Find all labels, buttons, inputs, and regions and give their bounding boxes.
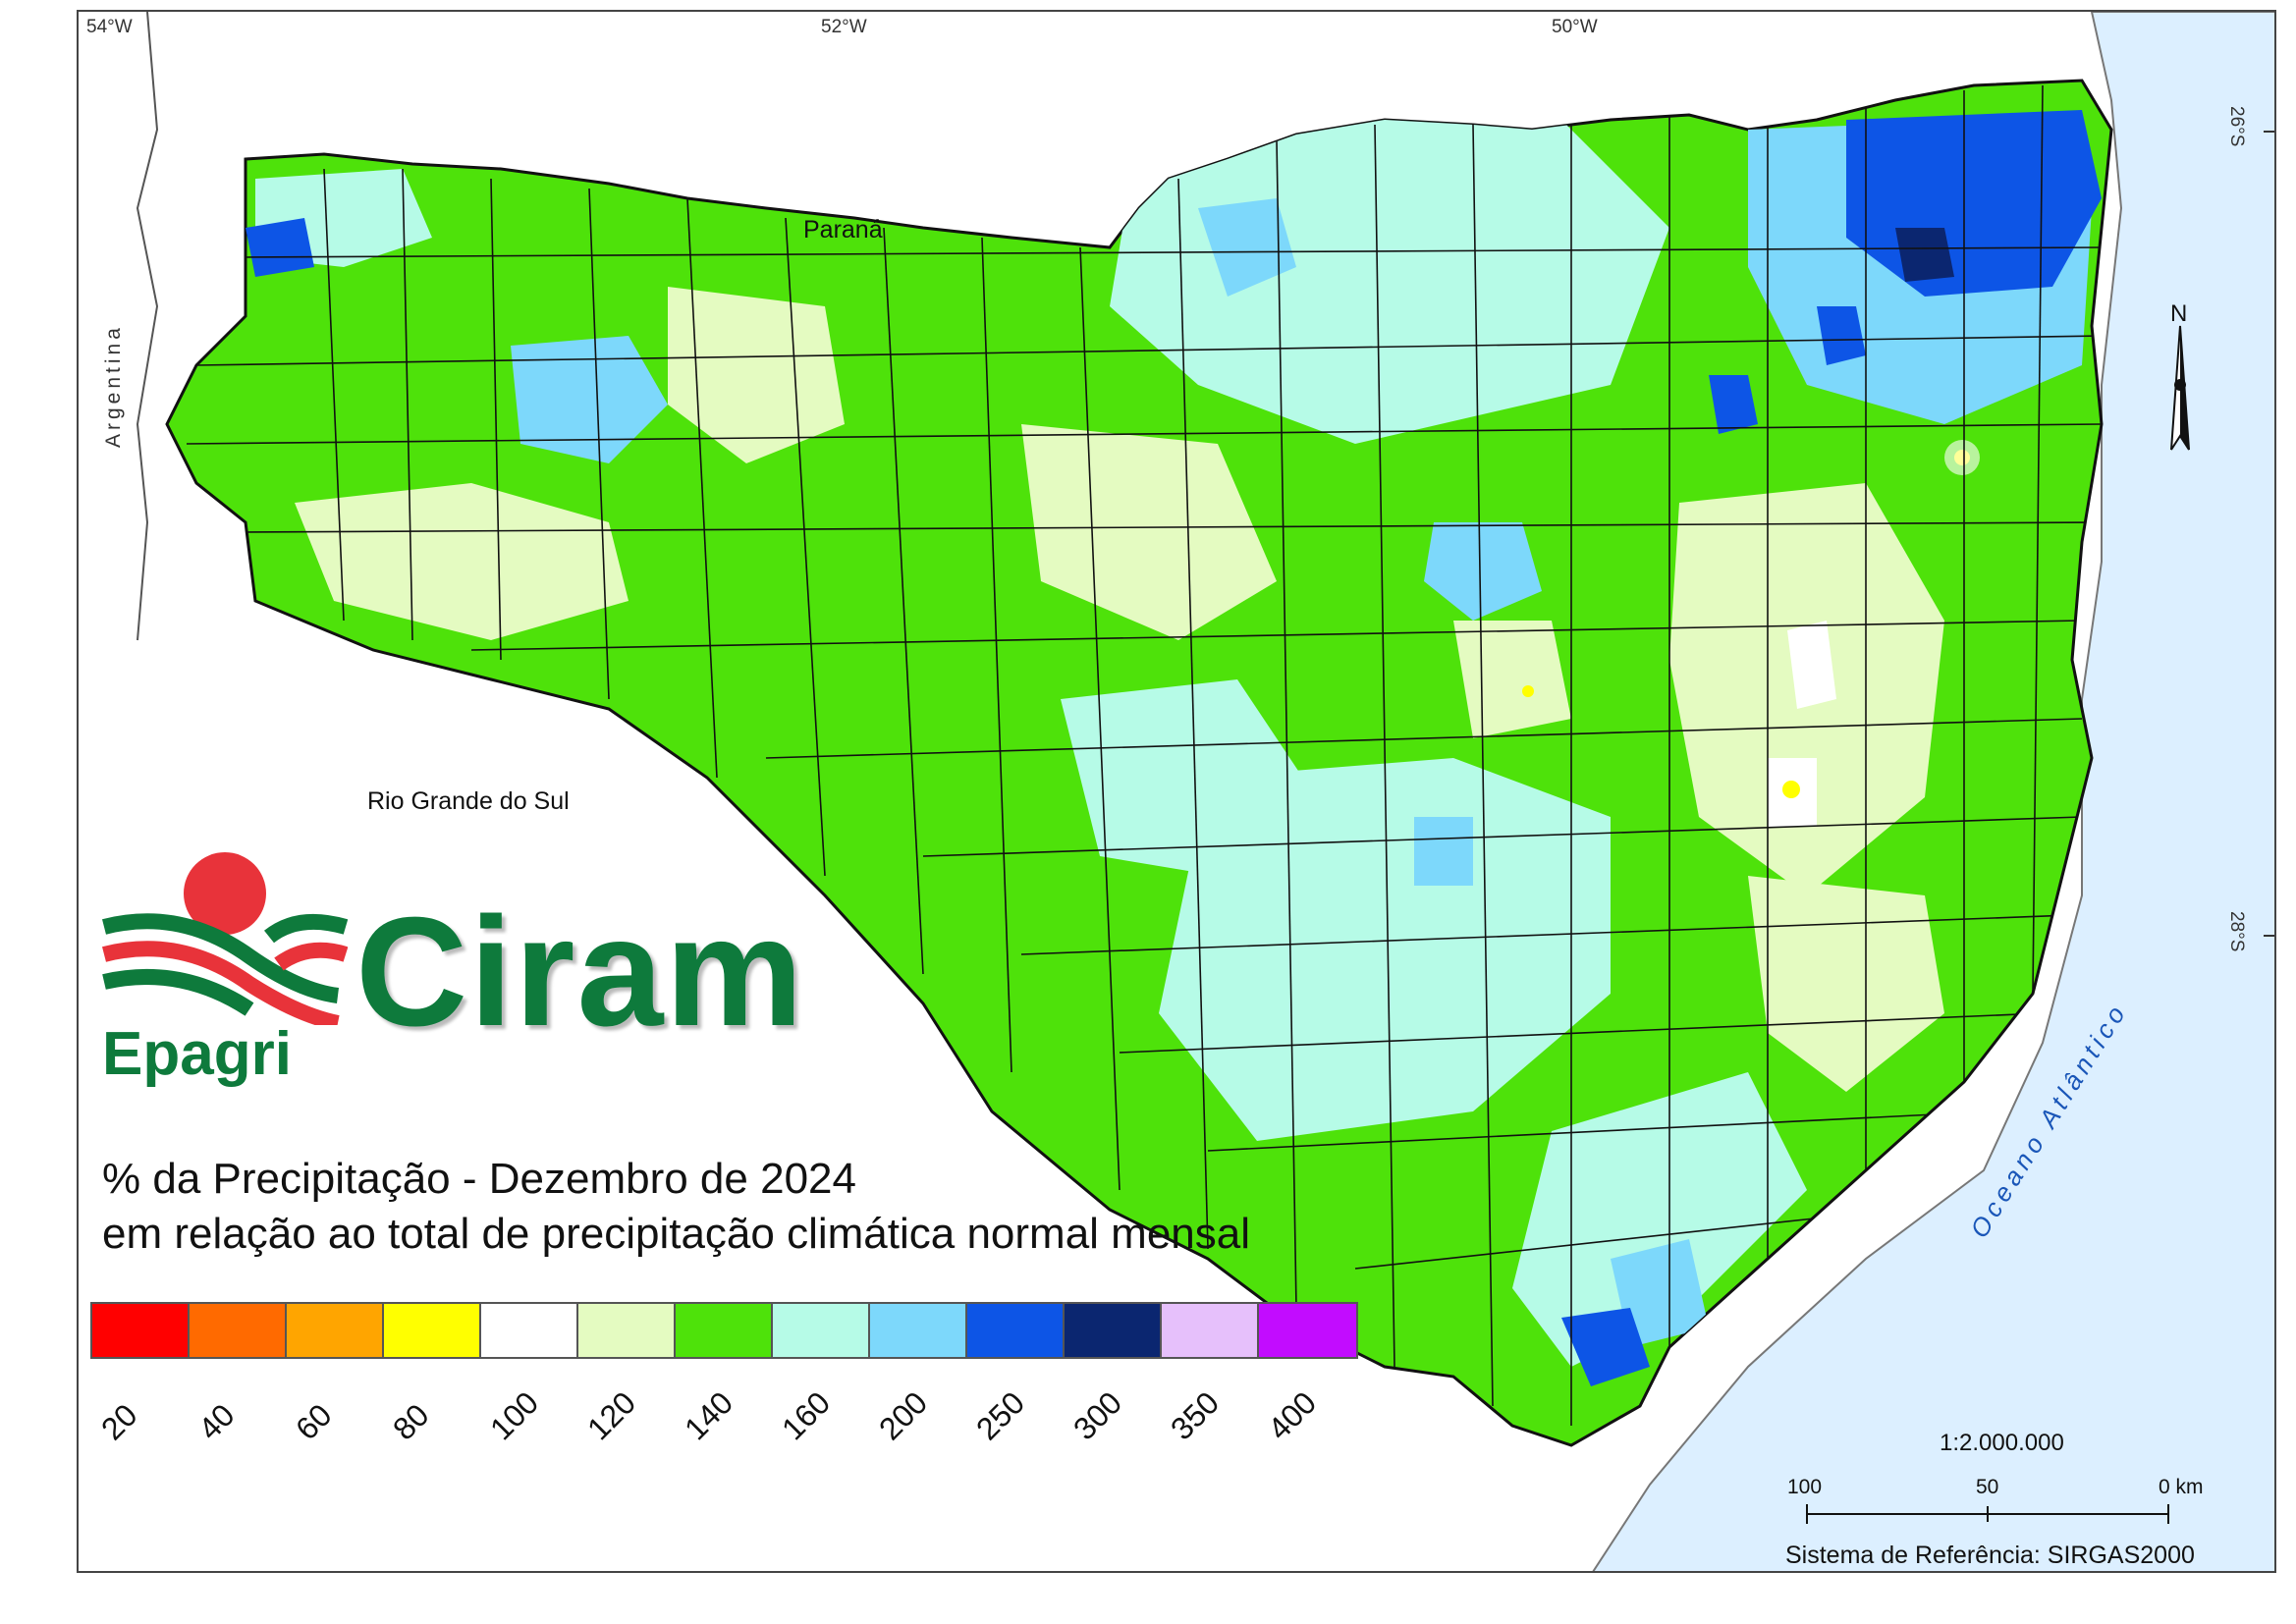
class-250-sw — [1561, 1308, 1650, 1386]
scale-bar — [1806, 1504, 2169, 1524]
class-200-south — [1414, 817, 1473, 886]
legend — [90, 1302, 1358, 1359]
legend-swatch-250 — [967, 1304, 1065, 1357]
legend-swatch-200 — [870, 1304, 967, 1357]
ocean-area — [1592, 12, 2274, 1571]
class-160-sw-coast — [1512, 1072, 1807, 1367]
scale-tick-0: 0 km — [2159, 1476, 2204, 1498]
rio-grande-do-sul-label: Rio Grande do Sul — [367, 787, 570, 815]
class-250-west — [246, 218, 314, 277]
legend-swatch-140 — [676, 1304, 773, 1357]
lat-label-26: 26°S — [2226, 106, 2247, 147]
class-80-spot-center — [1522, 685, 1534, 697]
class-200-north — [1198, 198, 1296, 297]
parana-label: Paraná — [803, 216, 883, 244]
class-250-spot-north — [1709, 375, 1758, 434]
class-80-spot-east — [1782, 781, 1800, 798]
scale-ratio: 1:2.000.000 — [1940, 1430, 2064, 1456]
legend-swatch-160 — [773, 1304, 870, 1357]
legend-swatch-300 — [1065, 1304, 1162, 1357]
class-200-west — [511, 336, 668, 463]
class-120-west-center — [668, 287, 845, 463]
class-200-center — [1424, 522, 1542, 621]
class-120-center — [1021, 424, 1277, 640]
class-120-west — [295, 483, 629, 640]
precipitation-classes — [246, 110, 2102, 1386]
map-title-line2: em relação ao total de precipitação clim… — [102, 1210, 1251, 1258]
class-300-ne-core — [1895, 228, 1954, 282]
argentina-label: Argentina — [102, 324, 125, 448]
lat-label-28: 28°S — [2226, 911, 2247, 952]
argentina-border — [136, 12, 159, 641]
scale-tick-100: 100 — [1787, 1476, 1823, 1498]
class-120-southeast — [1748, 876, 1944, 1092]
class-250-ne-spot — [1817, 306, 1866, 365]
class-100-spot-1 — [1787, 621, 1836, 709]
class-160-mid — [1061, 679, 1316, 876]
legend-swatch-120 — [578, 1304, 676, 1357]
legend-swatch-100 — [481, 1304, 578, 1357]
logo-org-text: Epagri — [102, 1020, 292, 1088]
lon-label-50: 50°W — [1552, 17, 1598, 37]
legend-swatch-20 — [92, 1304, 190, 1357]
scale-tick-50: 50 — [1976, 1476, 1999, 1498]
map-title-line1: % da Precipitação - Dezembro de 2024 — [102, 1155, 856, 1203]
class-160-south — [1159, 758, 1611, 1141]
logo-brand-text: Ciram — [355, 886, 805, 1058]
lon-label-54: 54°W — [86, 17, 133, 37]
map-title: % da Precipitação - Dezembro de 2024 em … — [102, 1152, 1250, 1262]
legend-swatch-60 — [287, 1304, 384, 1357]
class-100-spot-ne — [1944, 440, 1980, 475]
class-200-far-south — [1611, 1239, 1709, 1347]
class-160-north — [1110, 110, 1669, 444]
legend-swatch-80 — [384, 1304, 481, 1357]
precipitation-map — [136, 12, 2274, 1571]
north-arrow-label: N — [2170, 300, 2188, 327]
north-arrow-icon — [2170, 325, 2190, 451]
municipal-boundaries — [186, 84, 2103, 1426]
legend-swatch-400 — [1259, 1304, 1356, 1357]
legend-swatch-40 — [190, 1304, 287, 1357]
logo-emblem-icon — [102, 852, 348, 1025]
legend-swatch-350 — [1162, 1304, 1259, 1357]
epagri-ciram-logo: Ciram Epagri — [102, 848, 888, 1106]
reference-system: Sistema de Referência: SIRGAS2000 — [1785, 1542, 2195, 1569]
lon-label-52: 52°W — [821, 17, 867, 37]
graticule-ticks — [2264, 131, 2274, 937]
class-120-mid — [1453, 621, 1571, 738]
